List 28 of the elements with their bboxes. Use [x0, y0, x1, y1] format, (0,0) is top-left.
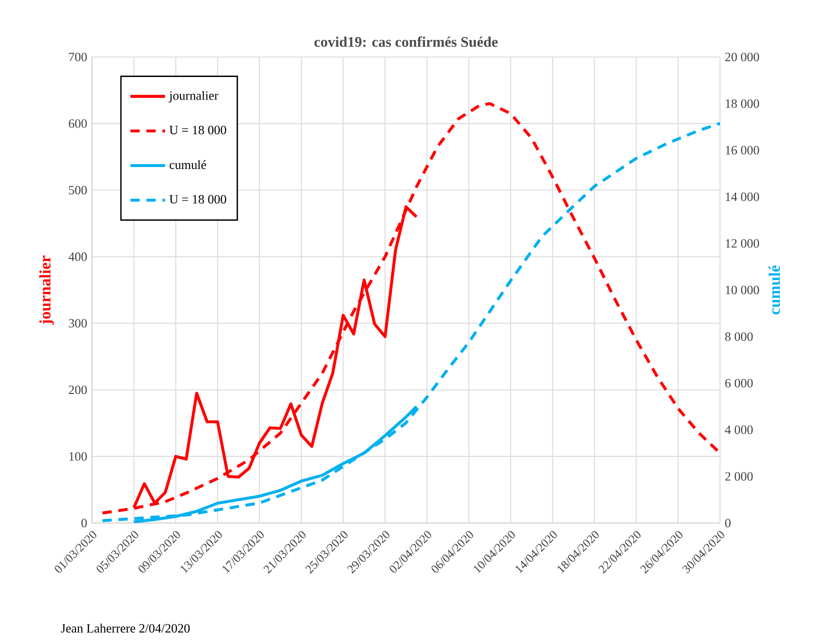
line-series [132, 205, 418, 510]
y2-tick-label: 8 000 [725, 332, 753, 341]
y-tick-label: 200 [68, 386, 87, 394]
y2-tick-label: 4 000 [724, 426, 753, 434]
y2-axis-title: cumulé [768, 266, 780, 314]
chart-title: covid19: cas confirmés Suéde [314, 36, 498, 47]
y2-tick-label: 16 000 [726, 146, 760, 154]
y-axis-title: journalier [39, 256, 54, 325]
y-tick-label: 0 [81, 518, 87, 528]
y-tick-label: 100 [69, 452, 87, 461]
y-tick-label: 500 [69, 186, 87, 194]
y-tick-label: 300 [68, 319, 87, 328]
y2-tick-label: 12 000 [726, 239, 760, 248]
legend-label: U = 18 000 [169, 126, 226, 134]
y2-tick-label: 18 000 [726, 99, 760, 108]
text: Jean Laherrere 2/04/2020 [60, 624, 190, 633]
y-tick-label: 600 [68, 119, 87, 128]
y2-tick-label: 20 000 [725, 52, 760, 62]
y2-tick-label: 14 000 [726, 192, 760, 202]
legend-label: journalier [168, 90, 218, 102]
y-tick-label: 700 [69, 52, 87, 62]
y2-tick-label: 6 000 [725, 378, 753, 388]
y2-tick-label: 2 000 [725, 472, 753, 481]
legend-label: U = 18 000 [169, 194, 226, 204]
y2-tick-label: 10 000 [726, 286, 760, 294]
legend-label: cumulé [170, 160, 206, 170]
y2-tick-label: 0 [725, 518, 731, 528]
y-tick-label: 400 [68, 252, 87, 261]
